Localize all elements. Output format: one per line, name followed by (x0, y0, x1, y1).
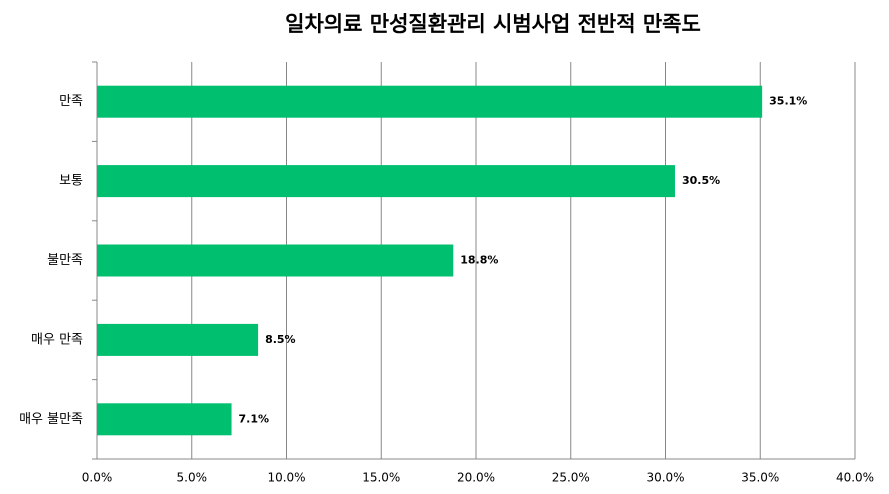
y-tick-label: 보통 (59, 174, 83, 189)
value-label: 18.8% (460, 254, 498, 267)
bar (97, 244, 454, 277)
x-tick-label: 5.0% (177, 471, 208, 485)
x-tick-label: 20.0% (457, 471, 495, 485)
x-tick-label: 30.0% (646, 471, 684, 485)
chart-title: 일차의료 만성질환관리 시범사업 전반적 만족도 (285, 12, 701, 36)
y-tick-label: 매우 불만족 (19, 412, 83, 427)
x-tick-label: 10.0% (267, 471, 305, 485)
bar (97, 403, 232, 436)
value-label: 7.1% (239, 412, 270, 425)
value-label: 8.5% (265, 333, 296, 346)
x-tick-label: 25.0% (552, 471, 590, 485)
y-tick-label: 불만족 (47, 253, 83, 268)
x-tick-label: 35.0% (741, 471, 779, 485)
value-label: 35.1% (769, 95, 807, 108)
x-tick-label: 40.0% (836, 471, 874, 485)
y-tick-label: 만족 (59, 94, 83, 109)
bar (97, 85, 763, 118)
bar (97, 165, 675, 198)
x-tick-label: 0.0% (82, 471, 113, 485)
bar (97, 323, 259, 356)
y-tick-label: 매우 만족 (31, 332, 83, 347)
x-tick-label: 15.0% (362, 471, 400, 485)
value-label: 30.5% (682, 174, 720, 187)
